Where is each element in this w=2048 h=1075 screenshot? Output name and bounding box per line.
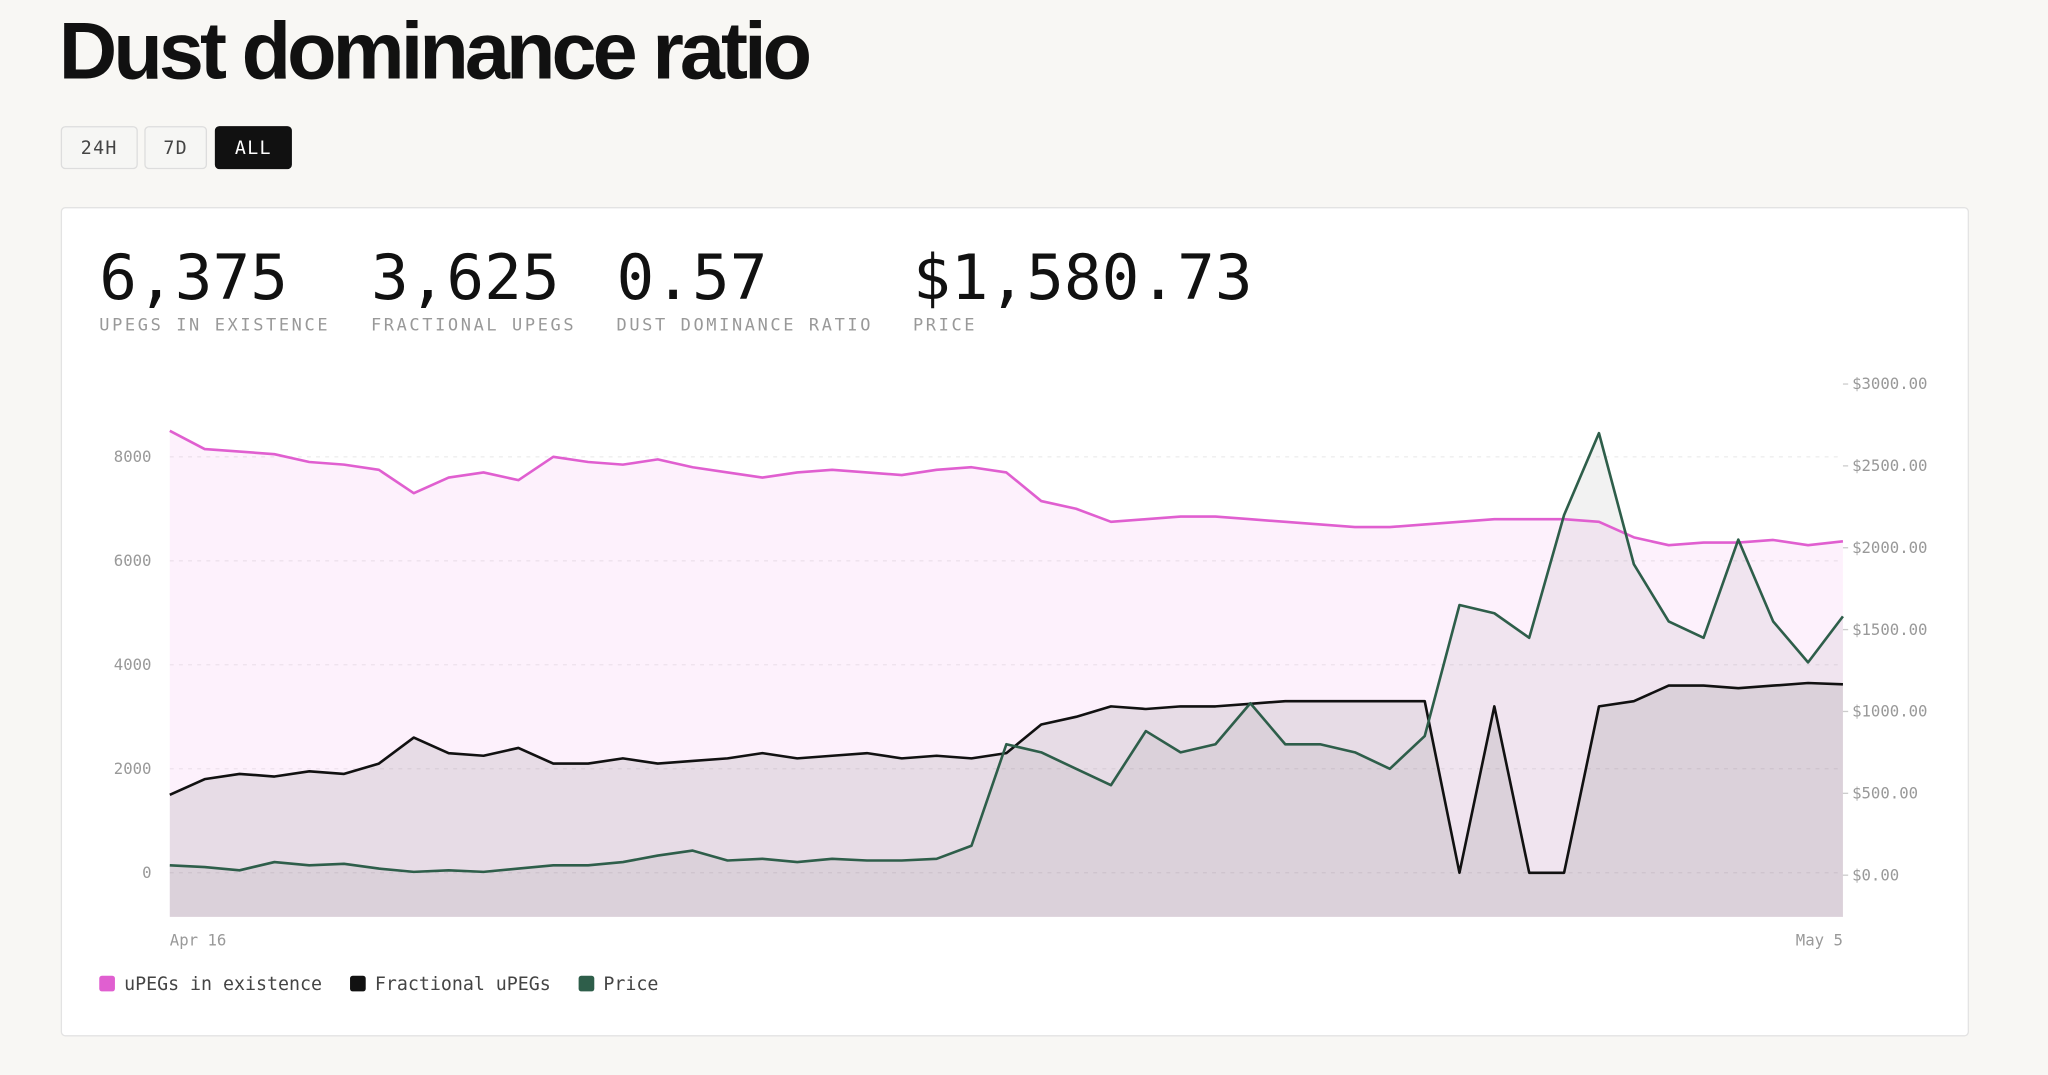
range-button-label[interactable]: ALL — [235, 138, 272, 159]
y2-tick-label: $2000.00 — [1852, 538, 1927, 557]
stat-label: UPEGS IN EXISTENCE — [99, 315, 330, 335]
legend-label: Fractional uPEGs — [375, 974, 551, 995]
series-line — [169, 681, 1843, 875]
y-tick-label: 2000 — [114, 759, 152, 778]
x-tick-label: Apr 16 — [170, 931, 227, 950]
stat-value: $1,580.73 — [913, 241, 1253, 314]
x-tick-label: May 5 — [1796, 931, 1843, 950]
range-button[interactable] — [60, 126, 138, 170]
page-title: Dust dominance ratio — [59, 6, 810, 96]
legend-swatch — [578, 975, 595, 992]
stat-value: 3,625 — [371, 241, 560, 314]
y2-tick-label: $1000.00 — [1852, 702, 1927, 721]
legend-label: Price — [603, 974, 658, 995]
y2-tick-label: $2500.00 — [1852, 456, 1927, 475]
stat-label: PRICE — [913, 315, 977, 335]
chart-card — [60, 207, 1969, 1037]
series-line — [169, 431, 1844, 874]
legend-label: uPEGs in existence — [124, 974, 322, 995]
legend-swatch — [99, 975, 115, 992]
y-tick-label: 0 — [142, 863, 151, 882]
range-button[interactable] — [214, 126, 292, 170]
range-button[interactable] — [144, 126, 208, 170]
y-tick-label: 4000 — [114, 655, 152, 674]
y2-tick-label: $3000.00 — [1852, 374, 1927, 393]
y2-tick-label: $0.00 — [1852, 865, 1899, 884]
series-area — [169, 433, 1843, 917]
range-button-label[interactable]: 7D — [163, 138, 188, 159]
stat-value: 0.57 — [616, 241, 767, 314]
range-buttons: 24H 7D ALL — [60, 126, 292, 170]
legend-swatch — [350, 975, 366, 992]
range-button-label[interactable]: 24H — [81, 138, 118, 159]
y-tick-label: 8000 — [114, 447, 152, 466]
y2-tick-label: $500.00 — [1852, 784, 1918, 803]
series-area — [169, 430, 1843, 917]
y-tick-label: 6000 — [114, 551, 152, 570]
y2-tick-label: $1500.00 — [1852, 620, 1927, 639]
series-area — [169, 683, 1843, 917]
stat-value: 6,375 — [99, 241, 288, 314]
stat-label: FRACTIONAL UPEGS — [371, 315, 576, 335]
stat-label: DUST DOMINANCE RATIO — [616, 315, 873, 335]
